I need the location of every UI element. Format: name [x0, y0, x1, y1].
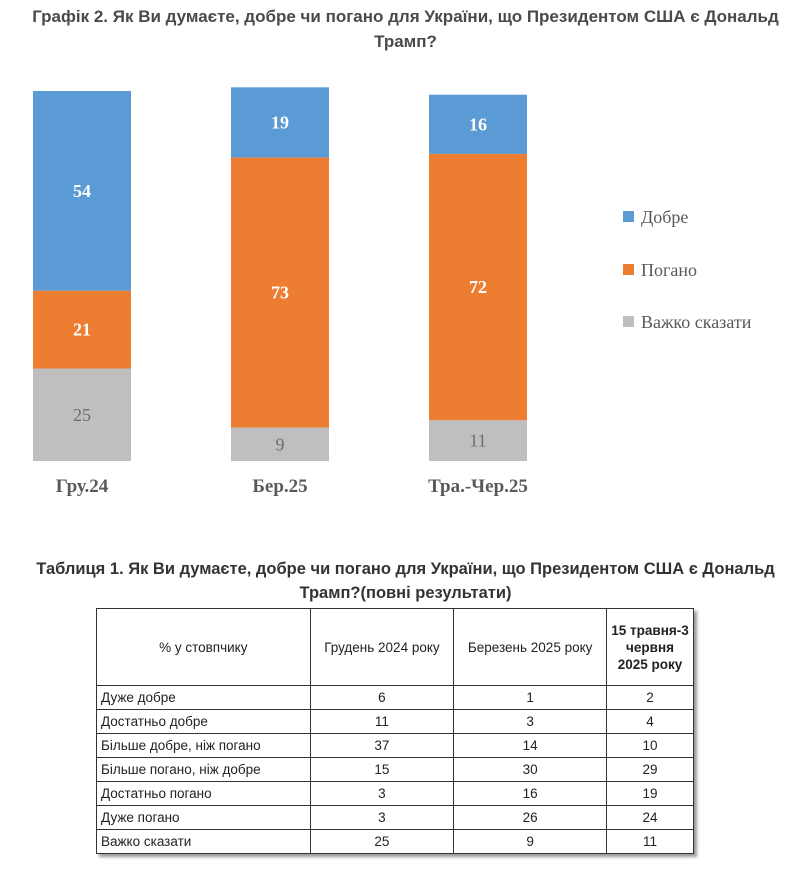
chart-title: Графік 2. Як Ви думаєте, добре чи погано… [32, 7, 779, 51]
bar-segment [33, 368, 131, 461]
cell-value: 25 [309, 829, 455, 854]
bar-segment [429, 94, 527, 154]
table-row: Достатньо погано 3 16 19 [96, 781, 694, 806]
data-label: 72 [469, 277, 487, 297]
cell-value: 6 [309, 685, 455, 710]
x-tick-label: Гру.24 [56, 476, 109, 497]
legend-swatch [623, 316, 634, 327]
cell-value: 14 [453, 733, 608, 758]
header-column-label: % у стовпчику [96, 608, 311, 686]
cell-value: 11 [606, 829, 694, 854]
bar-segment [33, 290, 131, 369]
table-row: Дуже погано 3 26 24 [96, 805, 694, 830]
row-label: Достатньо погано [96, 781, 311, 806]
table-body: Дуже добре 6 1 2 Достатньо добре 11 3 4 Більше д… [96, 685, 694, 854]
cell-value: 9 [453, 829, 608, 854]
legend-label: Погано [641, 260, 697, 280]
data-label: 73 [271, 283, 289, 303]
cell-value: 3 [309, 781, 455, 806]
bar-segment [231, 157, 329, 428]
cell-value: 26 [453, 805, 608, 830]
data-label: 11 [469, 431, 486, 451]
row-label: Дуже погано [96, 805, 311, 830]
stacked-bar-chart: 54 21 25 Гру.24 19 73 9 Бер.25 16 72 11 Тра.-Чер.25… [33, 87, 752, 497]
legend-swatch [623, 211, 634, 222]
row-label: Достатньо добре [96, 709, 311, 734]
bar-segment [231, 427, 329, 461]
table-row: Дуже добре 6 1 2 [96, 685, 694, 710]
row-label: Більше добре, ніж погано [96, 733, 311, 758]
table-row: Більше погано, ніж добре 15 30 29 [96, 757, 694, 782]
cell-value: 10 [606, 733, 694, 758]
header-may-jun-2025: 15 травня-3 червня 2025 року [606, 608, 694, 686]
cell-value: 15 [309, 757, 455, 782]
cell-value: 24 [606, 805, 694, 830]
table-header-row: % у стовпчику Грудень 2024 року Березень… [96, 608, 694, 686]
data-label: 16 [469, 114, 487, 134]
cell-value: 11 [309, 709, 455, 734]
cell-value: 4 [606, 709, 694, 734]
cell-value: 1 [453, 685, 608, 710]
cell-value: 3 [453, 709, 608, 734]
results-table: % у стовпчику Грудень 2024 року Березень… [96, 608, 694, 854]
cell-value: 16 [453, 781, 608, 806]
row-label: Важко сказати [96, 829, 311, 854]
table-row: Важко сказати 25 9 11 [96, 829, 694, 854]
cell-value: 19 [606, 781, 694, 806]
cell-value: 3 [309, 805, 455, 830]
x-tick-label: Тра.-Чер.25 [428, 476, 528, 497]
cell-value: 37 [309, 733, 455, 758]
data-label: 54 [73, 181, 91, 201]
legend-label: Важко сказати [641, 312, 752, 332]
data-label: 25 [73, 405, 91, 425]
table-row: Достатньо добре 11 3 4 [96, 709, 694, 734]
cell-value: 30 [453, 757, 608, 782]
cell-value: 29 [606, 757, 694, 782]
table-row: Більше добре, ніж погано 37 14 10 [96, 733, 694, 758]
data-label: 19 [271, 112, 289, 132]
header-mar-2025: Березень 2025 року [453, 608, 608, 686]
row-label: Дуже добре [96, 685, 311, 710]
x-tick-label: Бер.25 [252, 476, 307, 497]
row-label: Більше погано, ніж добре [96, 757, 311, 782]
legend-label: Добре [641, 207, 688, 227]
legend-swatch [623, 264, 634, 275]
data-label: 21 [73, 320, 91, 340]
bar-segment [33, 91, 131, 291]
bar-segment [231, 87, 329, 158]
bar-segment [429, 420, 527, 461]
data-label: 9 [276, 434, 285, 454]
table-title: Таблиця 1. Як Ви думаєте, добре чи поган… [36, 560, 775, 602]
cell-value: 2 [606, 685, 694, 710]
bar-segment [429, 153, 527, 421]
header-dec-2024: Грудень 2024 року [309, 608, 455, 686]
